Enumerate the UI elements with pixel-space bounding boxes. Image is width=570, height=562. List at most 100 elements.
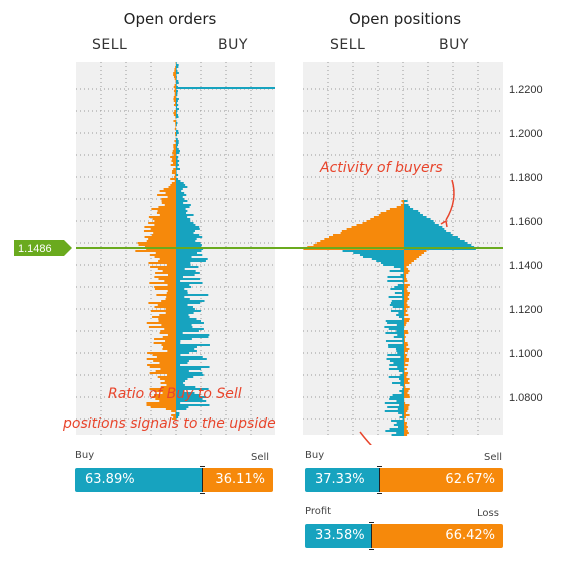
- position-bar: [392, 306, 404, 308]
- buy-order-bar: [176, 256, 192, 258]
- buy-order-bar: [176, 324, 192, 326]
- buy-order-bar: [176, 140, 179, 142]
- position-bar: [404, 318, 410, 320]
- buy-order-bar: [176, 400, 207, 402]
- buy-order-bar: [176, 76, 177, 78]
- sell-order-bar: [172, 150, 176, 152]
- price-tick: 1.1800: [509, 172, 543, 184]
- sell-order-bar: [172, 162, 176, 164]
- sell-order-bar: [171, 160, 176, 162]
- buy-order-bar: [176, 222, 194, 224]
- buy-order-bar: [176, 82, 179, 84]
- price-tick: 1.1000: [509, 348, 543, 360]
- sell-order-bar: [174, 94, 176, 96]
- position-bar: [404, 338, 405, 340]
- position-bar: [404, 266, 407, 268]
- buy-order-bar: [176, 334, 210, 336]
- position-bar: [390, 288, 404, 290]
- buy-order-bar: [176, 87, 275, 89]
- buy-order-bar: [176, 330, 199, 332]
- sell-order-bar: [162, 270, 176, 272]
- sell-order-bar: [146, 240, 176, 242]
- buy-order-bar: [176, 202, 184, 204]
- buy-order-bar: [176, 114, 179, 116]
- sell-order-bar: [164, 328, 176, 330]
- sell-order-bar: [153, 232, 176, 234]
- position-bar: [404, 304, 408, 306]
- positions-histogram: [303, 200, 476, 436]
- position-bar: [401, 290, 404, 292]
- position-bar: [324, 238, 404, 240]
- position-bar: [404, 410, 408, 412]
- sell-order-bar: [147, 364, 176, 366]
- buy-order-bar: [176, 386, 196, 388]
- position-bar: [388, 376, 404, 378]
- buy-order-bar: [176, 336, 209, 338]
- buy-order-bar: [176, 394, 200, 396]
- position-bar: [398, 426, 404, 428]
- sell-order-bar: [174, 180, 176, 182]
- buy-order-bar: [176, 340, 181, 342]
- sell-order-bar: [175, 116, 176, 118]
- position-bar: [400, 204, 404, 206]
- sell-order-bar: [166, 384, 176, 386]
- position-bar: [404, 374, 408, 376]
- sell-order-bar: [167, 350, 176, 352]
- position-bar: [388, 346, 404, 348]
- price-tick: 1.1600: [509, 216, 543, 228]
- sell-order-bar: [157, 194, 176, 196]
- buy-order-bar: [176, 108, 179, 110]
- sell-order-bar: [170, 156, 176, 158]
- position-bar: [404, 306, 410, 308]
- activity-annotation: Activity of buyers: [319, 160, 443, 176]
- position-bar: [404, 254, 422, 256]
- buy-order-bar: [176, 304, 188, 306]
- position-bar: [404, 402, 406, 404]
- price-tick: 1.2200: [509, 84, 543, 96]
- buy-order-bar: [176, 230, 195, 232]
- sell-order-bar: [175, 412, 176, 414]
- open-orders-title: Open orders: [123, 10, 217, 28]
- position-bar: [404, 242, 468, 244]
- sell-order-bar: [152, 316, 176, 318]
- loss-caption: Loss: [477, 508, 499, 519]
- sell-order-bar: [158, 278, 176, 280]
- position-bar: [404, 280, 408, 282]
- position-bar: [370, 218, 404, 220]
- position-bar: [404, 362, 406, 364]
- buy-order-bar: [176, 228, 200, 230]
- profit-ratio-handle: [369, 522, 374, 550]
- sell-order-bar: [164, 204, 176, 206]
- sell-order-bar: [154, 288, 176, 290]
- sell-order-bar: [146, 402, 176, 404]
- sell-order-bar: [160, 368, 176, 370]
- position-bar: [404, 222, 435, 224]
- buy-order-bar: [176, 100, 178, 102]
- position-bar: [392, 394, 404, 396]
- position-bar: [404, 206, 410, 208]
- buy-order-bar: [176, 210, 188, 212]
- buy-order-bar: [176, 216, 188, 218]
- position-bar: [404, 314, 409, 316]
- buy-order-bar: [176, 290, 188, 292]
- buy-order-bar: [176, 162, 178, 164]
- sell-order-bar: [149, 372, 176, 374]
- buy-order-bar: [176, 164, 179, 166]
- position-bar: [400, 356, 404, 358]
- buy-order-bar: [176, 278, 201, 280]
- position-bar: [362, 256, 404, 258]
- buy-order-bar: [176, 350, 197, 352]
- position-bar: [404, 210, 419, 212]
- buy-order-bar: [176, 182, 184, 184]
- sell-order-bar: [165, 340, 176, 342]
- position-bar: [404, 378, 410, 380]
- buy-order-bar: [176, 200, 188, 202]
- buy-order-bar: [176, 368, 202, 370]
- buy-order-bar: [176, 160, 180, 162]
- position-bar: [389, 304, 404, 306]
- buy-order-bar: [176, 348, 195, 350]
- position-bar: [402, 338, 404, 340]
- position-bar: [399, 416, 404, 418]
- position-bar: [404, 430, 408, 432]
- buy-order-bar: [176, 148, 179, 150]
